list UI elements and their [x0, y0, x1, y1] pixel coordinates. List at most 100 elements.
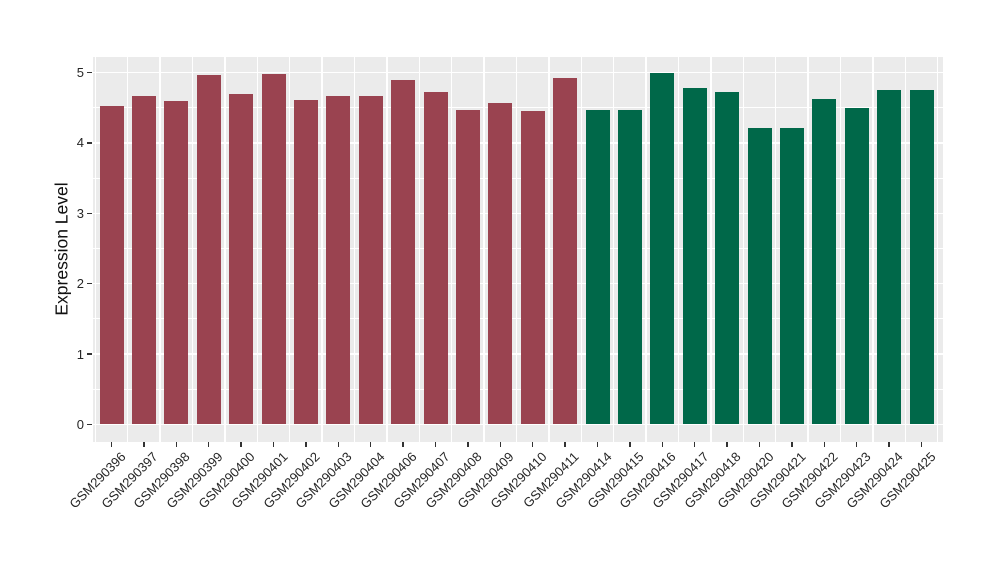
gridline-v — [515, 57, 518, 442]
gridline-v — [159, 57, 161, 442]
x-tick-mark — [596, 442, 599, 447]
gridline-v — [807, 57, 809, 442]
bar-GSM290408 — [455, 109, 480, 425]
x-tick-mark — [208, 442, 210, 447]
gridline-major-y — [93, 353, 943, 355]
bar-GSM290423 — [844, 108, 869, 425]
bar-GSM290397 — [131, 95, 156, 425]
plot-panel — [93, 57, 943, 442]
x-tick-mark — [791, 442, 793, 447]
gridline-v — [580, 57, 582, 442]
bar-GSM290416 — [650, 73, 675, 425]
x-tick-mark — [823, 442, 825, 447]
gridline-minor-y — [93, 318, 943, 320]
gridline-v — [191, 57, 194, 442]
gridline-v — [386, 57, 388, 442]
bar-GSM290402 — [293, 99, 318, 425]
bar-GSM290421 — [779, 128, 804, 425]
bar-GSM290401 — [261, 73, 286, 425]
gridline-minor-y — [93, 247, 943, 249]
bar-GSM290415 — [617, 109, 642, 425]
x-tick-mark — [175, 442, 177, 447]
y-tick-mark — [87, 423, 92, 426]
bar-GSM290411 — [553, 78, 578, 425]
gridline-v — [256, 57, 258, 442]
bar-GSM290414 — [585, 109, 610, 425]
gridline-minor-y — [93, 388, 943, 390]
gridline-v — [872, 57, 874, 442]
bar-GSM290406 — [391, 79, 416, 425]
gridline-v — [937, 57, 939, 442]
gridline-minor-y — [93, 107, 943, 109]
bar-GSM290403 — [326, 95, 351, 425]
y-tick-label: 0 — [76, 416, 84, 432]
x-tick-mark — [758, 442, 761, 447]
x-tick-mark — [856, 442, 858, 447]
x-tick-mark — [499, 442, 501, 447]
x-tick-mark — [110, 442, 113, 447]
gridline-v — [451, 57, 453, 442]
gridline-v — [353, 57, 356, 442]
bar-GSM290424 — [877, 90, 902, 425]
bar-GSM290396 — [99, 106, 124, 425]
bar-GSM290398 — [164, 101, 189, 425]
x-tick-mark — [434, 442, 437, 447]
bar-GSM290420 — [747, 128, 772, 425]
bar-GSM290422 — [812, 99, 837, 425]
x-tick-mark — [402, 442, 404, 447]
y-tick-mark — [87, 353, 92, 355]
x-tick-mark — [532, 442, 534, 447]
bar-GSM290399 — [196, 75, 221, 425]
x-tick-mark — [305, 442, 307, 447]
y-axis-title: Expression Level — [51, 182, 72, 316]
x-tick-mark — [920, 442, 923, 447]
y-tick-label: 2 — [76, 276, 84, 292]
gridline-v — [677, 57, 680, 442]
gridline-v — [321, 57, 323, 442]
x-tick-mark — [694, 442, 696, 447]
gridline-v — [645, 57, 647, 442]
gridline-v — [418, 57, 420, 442]
gridline-v — [289, 57, 291, 442]
gridline-v — [548, 57, 550, 442]
bar-GSM290407 — [423, 92, 448, 425]
x-tick-mark — [143, 442, 145, 447]
gridline-major-y — [93, 71, 943, 74]
x-tick-mark — [337, 442, 339, 447]
y-tick-mark — [87, 282, 92, 285]
gridline-minor-y — [93, 177, 943, 179]
gridline-v — [710, 57, 712, 442]
gridline-major-y — [93, 423, 943, 426]
gridline-v — [127, 57, 129, 442]
y-tick-mark — [87, 71, 92, 74]
bar-GSM290417 — [682, 87, 707, 425]
y-tick-label: 5 — [76, 64, 84, 80]
gridline-v — [775, 57, 777, 442]
x-tick-mark — [661, 442, 663, 447]
y-tick-label: 4 — [76, 135, 84, 151]
x-tick-mark — [726, 442, 728, 447]
x-tick-mark — [467, 442, 469, 447]
gridline-v — [742, 57, 744, 442]
x-tick-mark — [564, 442, 566, 447]
y-tick-label: 3 — [76, 205, 84, 221]
bar-GSM290400 — [229, 94, 254, 425]
bar-GSM290418 — [715, 92, 740, 425]
x-tick-mark — [888, 442, 890, 447]
x-tick-mark — [629, 442, 631, 447]
gridline-v — [483, 57, 485, 442]
bar-GSM290410 — [520, 111, 545, 425]
y-tick-label: 1 — [76, 346, 84, 362]
gridline-v — [94, 57, 96, 442]
bar-GSM290409 — [488, 102, 513, 425]
gridline-v — [904, 57, 906, 442]
y-tick-mark — [87, 212, 92, 214]
y-tick-mark — [87, 142, 92, 144]
x-tick-mark — [240, 442, 242, 447]
bar-GSM290404 — [358, 96, 383, 425]
gridline-major-y — [93, 212, 943, 214]
x-tick-mark — [272, 442, 275, 447]
gridline-v — [613, 57, 615, 442]
bar-GSM290425 — [909, 90, 934, 425]
gridline-v — [224, 57, 226, 442]
